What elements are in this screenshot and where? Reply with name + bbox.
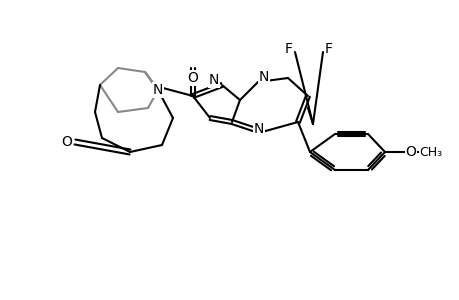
Text: F: F (325, 42, 332, 56)
Text: N: N (253, 122, 263, 136)
Text: O: O (62, 135, 72, 149)
Text: N: N (208, 73, 218, 87)
Text: CH₃: CH₃ (419, 146, 442, 158)
Text: O: O (405, 145, 415, 159)
Text: O: O (187, 71, 198, 85)
Text: N: N (258, 70, 269, 84)
Text: N: N (152, 83, 163, 97)
Text: F: F (285, 42, 292, 56)
